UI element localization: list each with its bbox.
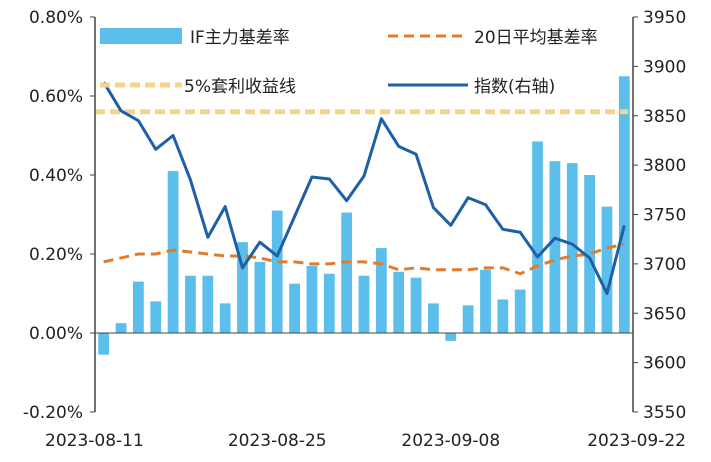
right-tick-label-3: 3700: [643, 255, 686, 275]
legend-label-if-basis-rate: IF主力基差率: [190, 28, 290, 48]
right-tick-label-6: 3850: [643, 107, 686, 127]
left-tick-label-3: 0.40%: [29, 166, 83, 186]
x-axis-ticks: 2023-08-11 2023-08-25 2023-09-08 2023-09-22: [45, 431, 686, 451]
legend: IF主力基差率 20日平均基差率 5%套利收益线 指数(右轴): [100, 28, 598, 97]
left-axis-ticks: -0.20% 0.00% 0.20% 0.40% 0.60% 0.80%: [23, 8, 95, 423]
legend-label-arbitrage-line: 5%套利收益线: [184, 77, 296, 97]
bar-2023-09-20: [584, 175, 595, 333]
right-tick-label-7: 3900: [643, 57, 686, 77]
bar-2023-08-21: [202, 275, 214, 333]
legend-label-avg-basis: 20日平均基差率: [474, 28, 598, 48]
bar-2023-08-31: [341, 212, 353, 333]
left-tick-label-5: 0.80%: [29, 8, 83, 28]
axes-group: [94, 17, 634, 412]
left-tick-label-4: 0.60%: [29, 87, 83, 107]
bar-2023-08-30: [323, 273, 335, 333]
bar-2023-09-06: [410, 277, 422, 333]
series-line-2: [102, 81, 626, 295]
right-tick-label-1: 3600: [643, 354, 686, 374]
bar-2023-09-12: [480, 269, 491, 333]
legend-label-index: 指数(右轴): [474, 77, 555, 97]
bar-2023-09-05: [393, 271, 405, 333]
bar-2023-08-28: [289, 283, 300, 334]
bar-2023-08-15: [133, 281, 144, 333]
series-line-0: [103, 242, 625, 276]
left-tick-label-1: 0.00%: [29, 324, 83, 344]
bar-2023-08-22: [219, 303, 231, 334]
left-tick-label-2: 0.20%: [29, 245, 83, 265]
bar-2023-09-21: [601, 206, 613, 333]
right-axis-ticks: 3550 3600 3650 3700 3750 3800 3850 3900 3950: [633, 8, 686, 423]
bar-2023-09-01: [358, 275, 370, 333]
bar-2023-08-25: [271, 210, 283, 333]
bar-series-if-basis-rate: [98, 76, 630, 355]
right-tick-label-4: 3750: [643, 206, 686, 226]
bar-2023-09-04: [375, 248, 387, 333]
bar-2023-08-24: [254, 261, 266, 333]
bar-2023-09-07: [428, 303, 439, 334]
bar-2023-09-15: [532, 141, 543, 333]
bar-2023-08-17: [167, 171, 179, 333]
bar-2023-09-14: [514, 289, 526, 333]
x-tick-label-2: 2023-09-08: [401, 431, 500, 451]
line-series-group: [95, 81, 628, 295]
right-tick-label-8: 3950: [643, 8, 686, 28]
right-tick-label-5: 3800: [643, 156, 686, 176]
legend-swatch-if-basis-rate: [100, 28, 182, 44]
x-tick-label-1: 2023-08-25: [228, 431, 327, 451]
bar-2023-08-18: [185, 275, 196, 333]
bar-2023-08-14: [115, 323, 127, 334]
x-tick-label-3: 2023-09-22: [587, 431, 686, 451]
x-tick-label-0: 2023-08-11: [45, 431, 144, 451]
bar-2023-09-19: [566, 163, 578, 333]
left-tick-label-0: -0.20%: [23, 403, 83, 423]
bar-2023-09-22: [618, 76, 630, 333]
right-tick-label-0: 3550: [643, 403, 686, 423]
bar-2023-08-11: [98, 333, 110, 355]
bar-2023-09-11: [462, 305, 474, 333]
right-tick-label-2: 3650: [643, 304, 686, 324]
bar-2023-08-16: [150, 301, 162, 333]
bar-2023-09-13: [497, 299, 509, 333]
bar-2023-08-23: [237, 242, 248, 333]
bar-2023-08-29: [306, 265, 318, 333]
bar-2023-09-08: [445, 333, 457, 341]
bar-2023-09-18: [549, 161, 561, 333]
